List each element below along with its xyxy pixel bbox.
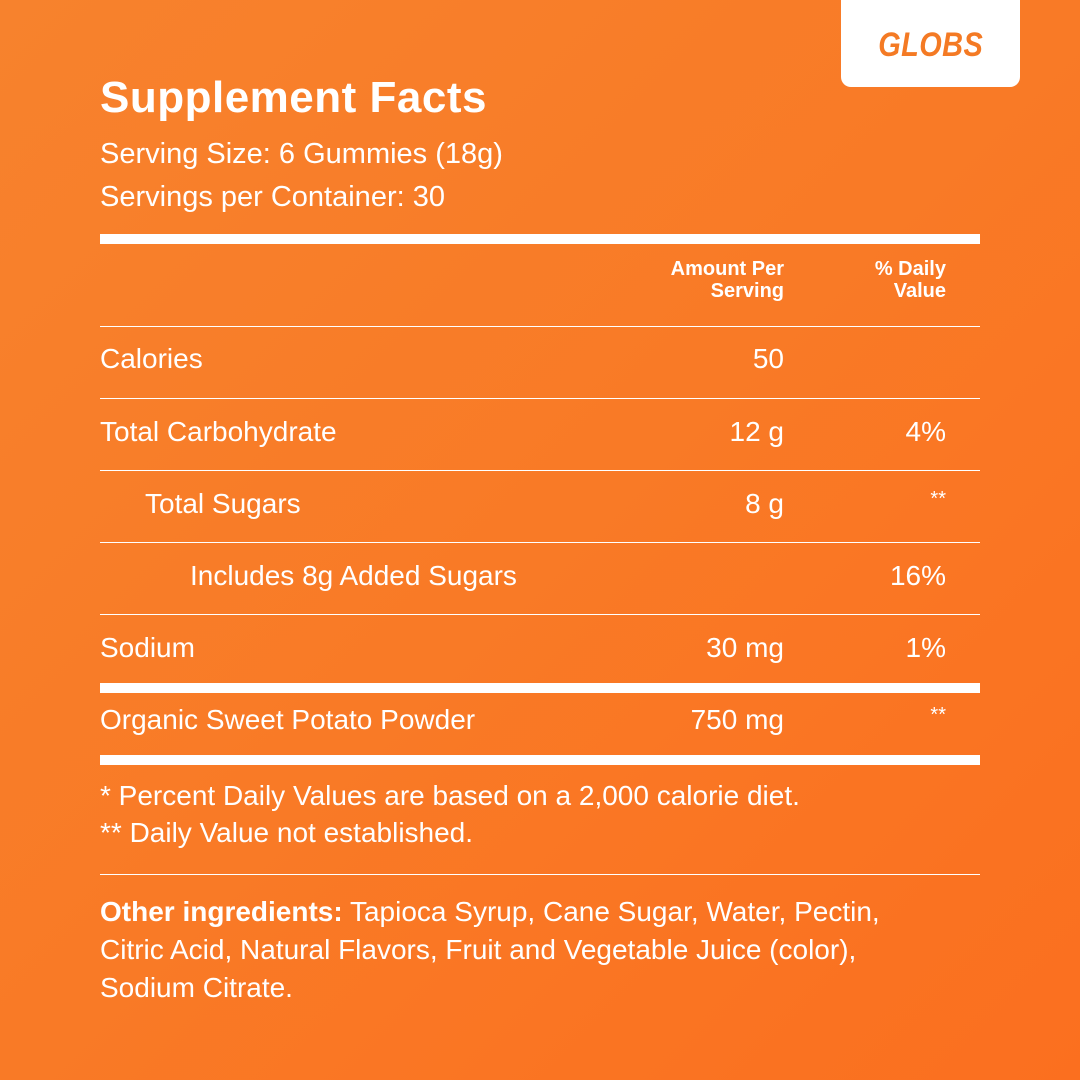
daily-value-header: % Daily Value xyxy=(796,258,946,302)
row-divider xyxy=(100,398,980,399)
row-dv-added-sugars: 16% xyxy=(889,560,946,591)
row-amount-calories: 50 xyxy=(752,343,784,374)
row-dv-sweet-potato-powder: ** xyxy=(930,704,946,726)
serving-size: Serving Size: 6 Gummies (18g) xyxy=(100,138,503,170)
dv-header-line1: % Daily xyxy=(874,258,946,280)
row-label-total-carbohydrate: Total Carbohydrate xyxy=(100,416,337,447)
ingredients-label: Other ingredients: xyxy=(100,896,343,927)
dv-header-line2: Value xyxy=(893,280,946,302)
bottom-thick-divider xyxy=(100,755,980,765)
amount-header-line2: Serving xyxy=(710,280,784,302)
brand-logo: GLOBS xyxy=(878,26,983,64)
footnote-not-established: ** Daily Value not established. xyxy=(100,817,474,848)
panel-title: Supplement Facts xyxy=(100,73,487,122)
top-thick-divider xyxy=(100,234,980,244)
row-dv-total-carbohydrate: 4% xyxy=(905,416,946,447)
row-label-added-sugars: Includes 8g Added Sugars xyxy=(190,560,517,591)
header-divider xyxy=(100,326,980,327)
row-label-calories: Calories xyxy=(100,343,203,374)
row-amount-sodium: 30 mg xyxy=(706,632,784,663)
row-divider xyxy=(100,542,980,543)
row-divider xyxy=(100,470,980,471)
row-dv-total-sugars: ** xyxy=(930,488,946,510)
amount-header-line1: Amount Per xyxy=(670,258,784,280)
row-amount-total-carbohydrate: 12 g xyxy=(729,416,785,447)
ingredients-divider xyxy=(100,874,980,875)
ingredients-text: Tapioca Syrup, Cane Sugar, Water, Pectin… xyxy=(100,896,880,1003)
row-amount-sweet-potato-powder: 750 mg xyxy=(690,704,784,735)
brand-tab: GLOBS xyxy=(841,0,1020,87)
footnote-daily-values: * Percent Daily Values are based on a 2,… xyxy=(100,780,800,811)
other-ingredients: Other ingredients: Tapioca Syrup, Cane S… xyxy=(100,893,940,1007)
row-label-sweet-potato-powder: Organic Sweet Potato Powder xyxy=(100,704,476,735)
row-amount-total-sugars: 8 g xyxy=(745,488,784,519)
row-label-total-sugars: Total Sugars xyxy=(145,488,301,519)
row-label-sodium: Sodium xyxy=(100,632,195,663)
mid-thick-divider xyxy=(100,683,980,693)
amount-per-serving-header: Amount Per Serving xyxy=(584,258,784,302)
row-dv-sodium: 1% xyxy=(905,632,946,663)
row-divider xyxy=(100,614,980,615)
servings-per-container: Servings per Container: 30 xyxy=(100,181,445,213)
